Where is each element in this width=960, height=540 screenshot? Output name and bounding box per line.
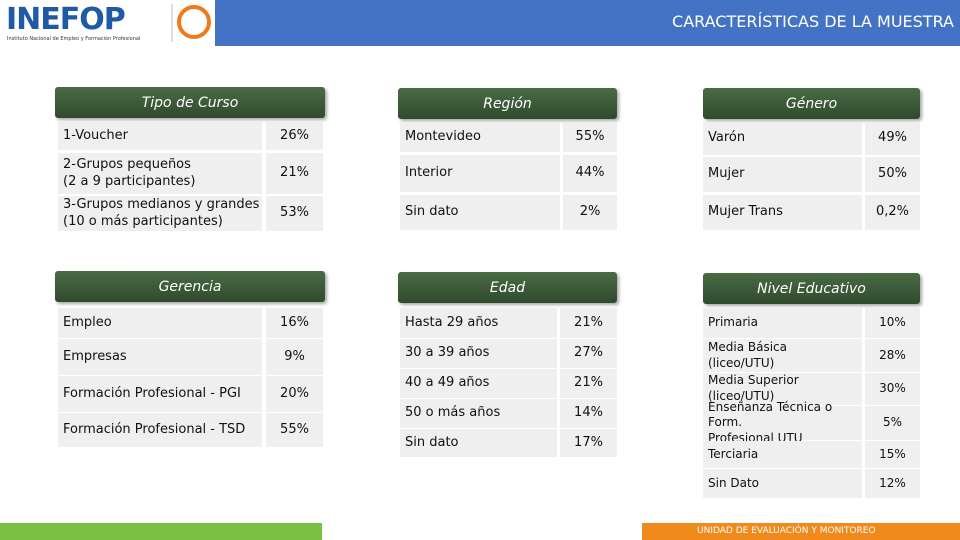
row-label: 50 o más años bbox=[400, 399, 557, 428]
row-value: 9% bbox=[266, 339, 323, 375]
logo-area: INEFOP Instituto Nacional de Empleo y Fo… bbox=[0, 0, 215, 46]
row-label: Terciaria bbox=[703, 441, 862, 468]
row-value: 0,2% bbox=[865, 195, 920, 230]
row-label: Enseñanza Técnica o Form. Profesional UT… bbox=[703, 400, 862, 445]
row-value: 16% bbox=[266, 308, 323, 338]
table-header: Gerencia bbox=[55, 271, 325, 302]
row-value: 55% bbox=[266, 413, 323, 447]
row-label: 2-Grupos pequeños (2 a 9 participantes) bbox=[58, 153, 262, 194]
row-value: 10% bbox=[865, 308, 920, 338]
title-bar: CARACTERÍSTICAS DE LA MUESTRA bbox=[215, 0, 960, 46]
row-label: Sin dato bbox=[400, 195, 560, 230]
row-label: Interior bbox=[400, 155, 560, 192]
row-value: 53% bbox=[266, 196, 323, 231]
table-header: Región bbox=[398, 88, 617, 119]
row-label: Mujer Trans bbox=[703, 195, 862, 230]
table-header: Nivel Educativo bbox=[703, 273, 920, 304]
row-label: Sin dato bbox=[400, 429, 557, 457]
table-header: Tipo de Curso bbox=[55, 87, 325, 118]
logo-icon bbox=[171, 4, 211, 42]
row-label: Mujer bbox=[703, 157, 862, 192]
row-label: Empresas bbox=[58, 339, 262, 375]
row-label: Hasta 29 años bbox=[400, 308, 557, 338]
row-value: 28% bbox=[865, 339, 920, 372]
row-value: 21% bbox=[266, 153, 323, 194]
row-label: Montevideo bbox=[400, 122, 560, 152]
row-value: 2% bbox=[563, 195, 617, 230]
row-value: 27% bbox=[560, 339, 617, 368]
title: CARACTERÍSTICAS DE LA MUESTRA bbox=[672, 12, 954, 31]
row-value: 21% bbox=[560, 369, 617, 398]
row-label: 40 a 49 años bbox=[400, 369, 557, 398]
row-label: 3-Grupos medianos y grandes (10 o más pa… bbox=[58, 196, 262, 231]
table-header: Género bbox=[703, 88, 920, 119]
row-label: Formación Profesional - PGI bbox=[58, 376, 262, 412]
row-value: 5% bbox=[865, 406, 920, 440]
row-label: 1-Voucher bbox=[58, 122, 262, 150]
footer-text: UNIDAD DE EVALUACIÓN Y MONITOREO bbox=[697, 526, 876, 536]
row-label: Sin Dato bbox=[703, 469, 862, 498]
row-value: 55% bbox=[563, 122, 617, 152]
row-value: 44% bbox=[563, 155, 617, 192]
row-value: 50% bbox=[865, 157, 920, 192]
row-label: Empleo bbox=[58, 308, 262, 338]
row-label: Formación Profesional - TSD bbox=[58, 413, 262, 447]
footer-orange: UNIDAD DE EVALUACIÓN Y MONITOREO bbox=[642, 523, 960, 540]
row-label: Varón bbox=[703, 122, 862, 155]
row-value: 30% bbox=[865, 373, 920, 405]
row-label: Media Básica (liceo/UTU) bbox=[703, 339, 862, 372]
row-value: 15% bbox=[865, 441, 920, 468]
row-value: 21% bbox=[560, 308, 617, 338]
row-value: 26% bbox=[266, 122, 323, 150]
row-value: 17% bbox=[560, 429, 617, 457]
row-label: Media Superior (liceo/UTU) bbox=[703, 373, 862, 405]
row-value: 14% bbox=[560, 399, 617, 428]
row-value: 49% bbox=[865, 122, 920, 155]
logo-subtitle: Instituto Nacional de Empleo y Formación… bbox=[7, 36, 141, 42]
footer-green bbox=[0, 523, 322, 540]
row-value: 20% bbox=[266, 376, 323, 412]
row-value: 12% bbox=[865, 469, 920, 498]
row-label: Primaria bbox=[703, 308, 862, 338]
table-header: Edad bbox=[398, 272, 617, 303]
logo: INEFOP bbox=[6, 2, 126, 37]
row-label: 30 a 39 años bbox=[400, 339, 557, 368]
